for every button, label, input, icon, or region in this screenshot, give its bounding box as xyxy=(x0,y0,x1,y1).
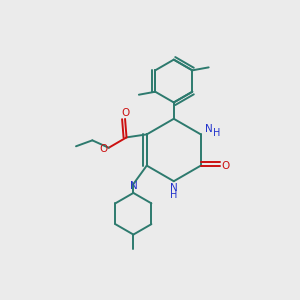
Text: O: O xyxy=(221,160,230,171)
Text: N: N xyxy=(205,124,213,134)
Text: O: O xyxy=(121,108,129,118)
Text: O: O xyxy=(99,144,107,154)
Text: N: N xyxy=(170,183,178,193)
Text: N: N xyxy=(130,182,138,191)
Text: H: H xyxy=(170,190,178,200)
Text: H: H xyxy=(213,128,220,138)
